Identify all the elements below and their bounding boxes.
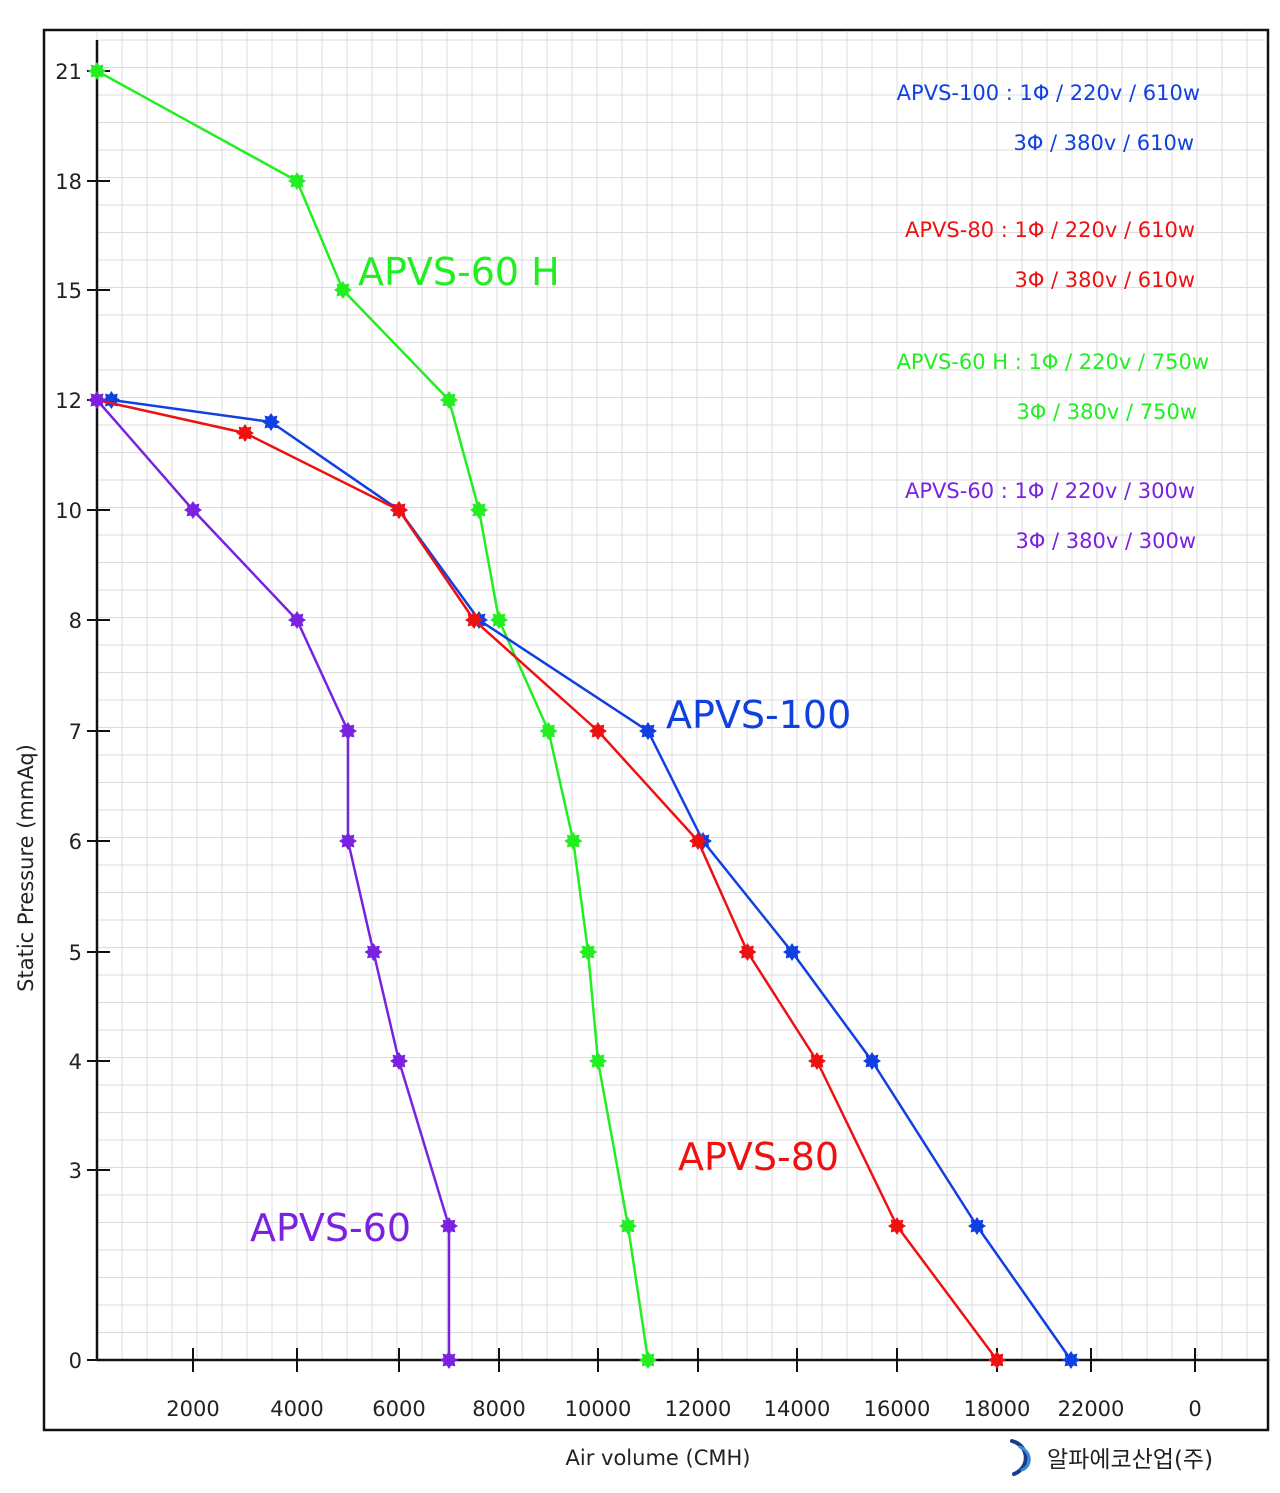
data-point-apvs-80: [808, 1052, 826, 1070]
x-tick-label: 0: [1188, 1397, 1201, 1421]
label-apvs-80: APVS-80: [678, 1135, 839, 1179]
y-tick-label: 7: [69, 720, 82, 744]
brand-name: 알파에코산업(주): [1047, 1447, 1213, 1473]
data-point-apvs-100: [262, 413, 280, 431]
data-point-apvs-60h: [470, 501, 488, 519]
series-line-apvs-80: [96, 398, 999, 1361]
data-point-apvs-60h: [333, 281, 352, 299]
data-point-apvs-60: [364, 943, 383, 961]
spec-apvs-60-3ph: 3Φ / 380v / 300w: [1015, 529, 1196, 553]
y-tick-label: 6: [69, 830, 82, 854]
data-point-apvs-60h: [88, 62, 106, 80]
series-line-apvs-60h: [96, 69, 650, 1361]
data-point-apvs-60h: [589, 1052, 607, 1070]
series-layer: [88, 62, 1080, 1369]
y-tick-label: 10: [55, 499, 82, 523]
x-ticks: 2000 4000 6000 8000 10000 12000 14000 16000 1800…: [166, 1348, 1202, 1421]
data-point-apvs-60h: [579, 943, 598, 961]
x-tick-label: 10000: [565, 1397, 632, 1421]
data-point-apvs-80: [589, 722, 607, 740]
data-point-apvs-100: [863, 1052, 881, 1070]
data-point-apvs-60h: [539, 722, 558, 740]
x-tick-label: 22000: [1058, 1397, 1125, 1421]
data-point-apvs-80: [465, 611, 483, 629]
x-tick-label: 6000: [372, 1397, 425, 1421]
data-point-apvs-80: [390, 501, 408, 519]
data-point-apvs-80: [888, 1217, 906, 1235]
data-point-apvs-60: [440, 1217, 458, 1235]
data-point-apvs-80: [988, 1351, 1006, 1369]
plot-frame: [42, 28, 1270, 1432]
data-point-apvs-100: [968, 1217, 986, 1235]
spec-apvs-60h-1ph: APVS-60 H : 1Φ / 220v / 750w: [897, 350, 1209, 374]
data-point-apvs-60: [184, 501, 202, 519]
data-point-apvs-80: [236, 424, 254, 442]
data-point-apvs-100: [639, 722, 657, 740]
y-axis-label: Static Pressure (mmAq): [14, 744, 38, 992]
x-tick-label: 2000: [166, 1397, 219, 1421]
data-point-apvs-100: [783, 943, 801, 961]
y-tick-label: 18: [55, 170, 82, 194]
label-apvs-100: APVS-100: [666, 693, 851, 737]
y-tick-label: 5: [69, 941, 82, 965]
series-line-apvs-100: [111, 398, 1073, 1361]
data-point-apvs-80: [738, 943, 757, 961]
data-point-apvs-100: [1062, 1351, 1080, 1369]
y-tick-label: 0: [69, 1349, 82, 1373]
data-point-apvs-60: [339, 832, 357, 850]
y-tick-label: 8: [69, 609, 82, 633]
data-point-apvs-60: [88, 391, 106, 409]
data-point-apvs-60h: [564, 832, 583, 850]
spec-apvs-100-1ph: APVS-100 : 1Φ / 220v / 610w: [897, 81, 1200, 105]
y-tick-label: 15: [55, 279, 82, 303]
y-tick-label: 21: [55, 60, 82, 84]
spec-apvs-80-3ph: 3Φ / 380v / 610w: [1014, 268, 1195, 292]
data-point-apvs-60: [440, 1351, 458, 1369]
x-tick-label: 18000: [964, 1397, 1031, 1421]
data-point-apvs-60: [339, 722, 357, 740]
data-point-apvs-60: [288, 611, 306, 629]
label-apvs-60: APVS-60: [250, 1206, 411, 1250]
y-tick-label: 12: [55, 389, 82, 413]
label-apvs-60h: APVS-60 H: [358, 250, 560, 294]
data-point-apvs-60h: [639, 1351, 657, 1369]
data-point-apvs-60: [390, 1052, 408, 1070]
data-point-apvs-60h: [288, 172, 306, 190]
y-ticks: 0 3 4 5 6 7 8 10 12 15 18 21: [55, 60, 110, 1373]
spec-apvs-60h-3ph: 3Φ / 380v / 750w: [1016, 400, 1197, 424]
x-tick-label: 8000: [472, 1397, 525, 1421]
x-tick-label: 14000: [764, 1397, 831, 1421]
data-point-apvs-60h: [619, 1217, 637, 1235]
y-tick-label: 3: [69, 1159, 82, 1183]
wave-logo-icon: [1010, 1439, 1031, 1476]
x-tick-label: 4000: [270, 1397, 323, 1421]
data-point-apvs-60h: [490, 611, 508, 629]
data-point-apvs-80: [689, 832, 707, 850]
x-tick-label: 12000: [665, 1397, 732, 1421]
y-tick-label: 4: [69, 1050, 82, 1074]
x-axis-label: Air volume (CMH): [566, 1446, 751, 1470]
data-point-apvs-60h: [440, 391, 458, 409]
spec-apvs-100-3ph: 3Φ / 380v / 610w: [1013, 131, 1194, 155]
x-tick-label: 16000: [864, 1397, 931, 1421]
spec-apvs-60-1ph: APVS-60 : 1Φ / 220v / 300w: [905, 479, 1195, 503]
spec-apvs-80-1ph: APVS-80 : 1Φ / 220v / 610w: [905, 218, 1195, 242]
